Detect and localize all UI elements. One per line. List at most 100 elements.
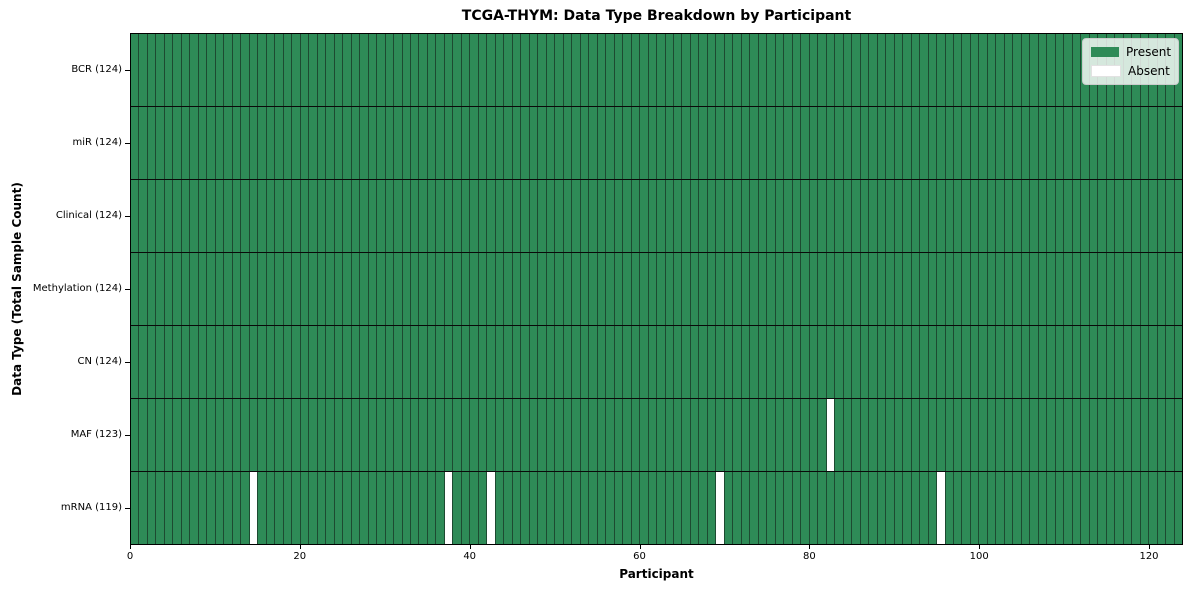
heatmap-cell-present <box>860 180 870 252</box>
heatmap-cell-present <box>147 107 157 179</box>
heatmap-cell-present <box>724 107 734 179</box>
heatmap-cell-present <box>631 253 641 325</box>
heatmap-cell-present <box>1132 472 1141 544</box>
heatmap-cell-present <box>275 399 284 471</box>
heatmap-cell-present <box>504 326 513 398</box>
heatmap-cell-present <box>733 399 742 471</box>
heatmap-cell-present <box>597 180 607 252</box>
heatmap-cell-present <box>334 472 344 544</box>
heatmap-cell-present <box>580 180 590 252</box>
heatmap-cell-present <box>343 34 352 106</box>
heatmap-cell-present <box>1013 253 1022 325</box>
ytick-label-maf: MAF (123) <box>70 429 122 441</box>
heatmap-cell-present <box>292 253 301 325</box>
heatmap-cell-present <box>979 253 988 325</box>
xtick-mark <box>1149 545 1150 549</box>
heatmap-cell-present <box>1038 107 1048 179</box>
heatmap-cell-present <box>232 326 242 398</box>
heatmap-cell-present <box>1081 472 1090 544</box>
heatmap-cell-present <box>470 107 479 179</box>
heatmap-cell-present <box>164 472 174 544</box>
heatmap-cell-present <box>427 399 437 471</box>
heatmap-cell-present <box>843 34 853 106</box>
heatmap-cell-present <box>750 326 759 398</box>
heatmap-cell-present <box>419 472 428 544</box>
heatmap-cell-present <box>495 326 505 398</box>
heatmap-cell-present <box>309 472 318 544</box>
heatmap-cell-present <box>894 34 904 106</box>
heatmap-cell-present <box>674 472 683 544</box>
heatmap-cell-present <box>970 107 980 179</box>
heatmap-cell-present <box>953 399 963 471</box>
heatmap-cell-present <box>147 34 157 106</box>
heatmap-cell-present <box>1106 180 1116 252</box>
heatmap-cell-present <box>657 326 666 398</box>
heatmap-cell-present <box>589 34 598 106</box>
xtick-mark <box>469 545 471 549</box>
heatmap-cell-present <box>470 253 479 325</box>
heatmap-cell-present <box>190 472 199 544</box>
heatmap-cell-present <box>869 399 878 471</box>
heatmap-cell-present <box>741 107 751 179</box>
heatmap-cell-present <box>580 253 590 325</box>
heatmap-cell-present <box>903 34 912 106</box>
ytick-label-clinical: Clinical (124) <box>55 209 122 221</box>
heatmap-cell-present <box>920 326 929 398</box>
heatmap-cell-present <box>699 472 708 544</box>
heatmap-cell-present <box>818 107 827 179</box>
heatmap-cell-present <box>394 472 403 544</box>
heatmap-cell-present <box>1140 107 1150 179</box>
heatmap-cell-present <box>1149 107 1158 179</box>
heatmap-cell-present <box>716 253 725 325</box>
heatmap-cell-present <box>741 253 751 325</box>
heatmap-cell-present <box>1157 326 1167 398</box>
heatmap-cell-present <box>623 399 632 471</box>
heatmap-cell-present <box>1166 107 1175 179</box>
heatmap-cell-present <box>198 472 208 544</box>
heatmap-cell-present <box>470 472 479 544</box>
heatmap-cell-present <box>1047 399 1056 471</box>
heatmap-cell-present <box>1004 399 1014 471</box>
heatmap-cell-present <box>1038 399 1048 471</box>
heatmap-cell-present <box>190 180 199 252</box>
heatmap-cell-present <box>903 253 912 325</box>
heatmap-cell-absent <box>826 399 836 471</box>
heatmap-cell-present <box>190 399 199 471</box>
heatmap-cell-present <box>682 326 691 398</box>
heatmap-cell-present <box>665 253 674 325</box>
heatmap-cell-present <box>317 180 327 252</box>
heatmap-cell-present <box>1072 326 1082 398</box>
heatmap-cell-present <box>300 326 310 398</box>
heatmap-cell-present <box>258 180 267 252</box>
x-axis-label: Participant <box>619 567 694 581</box>
heatmap-cell-present <box>131 472 140 544</box>
heatmap-cell-present <box>733 472 742 544</box>
heatmap-cell-present <box>690 253 700 325</box>
heatmap-cell-present <box>444 326 454 398</box>
heatmap-cell-present <box>139 180 148 252</box>
heatmap-cell-present <box>224 180 233 252</box>
heatmap-cell-present <box>962 253 971 325</box>
heatmap-cell-present <box>1166 326 1175 398</box>
heatmap-cell-present <box>190 326 199 398</box>
heatmap-cell-present <box>360 326 369 398</box>
heatmap-cell-present <box>1021 107 1031 179</box>
heatmap-cell-present <box>792 34 802 106</box>
heatmap-cell-present <box>563 326 573 398</box>
heatmap-cell-present <box>996 399 1005 471</box>
heatmap-cell-present <box>716 326 725 398</box>
heatmap-cell-present <box>640 180 649 252</box>
heatmap-cell-present <box>1055 472 1065 544</box>
heatmap-cell-present <box>453 34 462 106</box>
heatmap-cell-present <box>139 472 148 544</box>
heatmap-cell-present <box>657 253 666 325</box>
ytick-label-mir: miR (124) <box>72 136 122 148</box>
heatmap-cell-present <box>300 472 310 544</box>
heatmap-cell-present <box>1013 180 1022 252</box>
heatmap-cell-present <box>758 253 768 325</box>
heatmap-cell-present <box>495 399 505 471</box>
heatmap-cell-present <box>351 180 361 252</box>
heatmap-cell-present <box>843 107 853 179</box>
heatmap-cell-present <box>682 34 691 106</box>
